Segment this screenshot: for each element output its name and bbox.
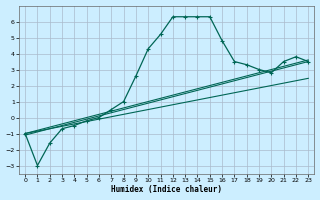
X-axis label: Humidex (Indice chaleur): Humidex (Indice chaleur) <box>111 185 222 194</box>
